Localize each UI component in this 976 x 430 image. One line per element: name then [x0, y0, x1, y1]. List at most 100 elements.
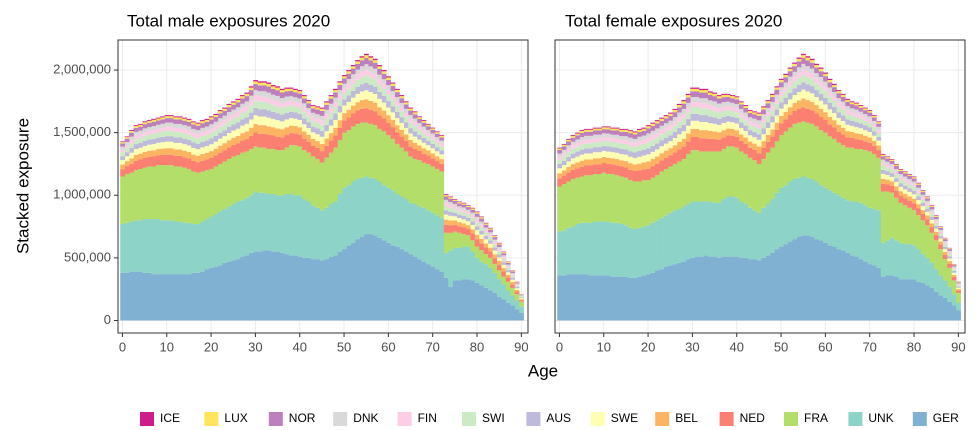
bar-segment	[823, 120, 828, 133]
bar-segment	[601, 137, 607, 141]
bar-segment	[845, 252, 851, 321]
bar-segment	[730, 116, 735, 123]
bar-segment	[443, 232, 449, 253]
bar-segment	[501, 252, 507, 254]
bar-segment	[297, 93, 303, 99]
bar-segment	[239, 96, 245, 99]
bar-segment	[332, 107, 338, 114]
bar-segment	[465, 212, 471, 215]
bar-segment	[801, 63, 806, 70]
bar-segment	[208, 132, 214, 139]
bar-segment	[386, 94, 391, 102]
bar-segment	[364, 99, 369, 109]
bar-segment	[381, 185, 387, 241]
bar-segment	[417, 129, 422, 135]
bar-segment	[699, 98, 704, 104]
bar-segment	[778, 123, 784, 136]
bar-segment	[792, 66, 797, 72]
bar-segment	[871, 153, 877, 210]
bar-segment	[434, 269, 440, 321]
bar-segment	[925, 198, 930, 201]
bar-segment	[916, 183, 922, 185]
bar-segment	[956, 302, 961, 311]
bar-segment	[505, 267, 511, 271]
bar-segment	[204, 170, 210, 220]
bar-segment	[421, 126, 427, 130]
bar-segment	[756, 260, 762, 321]
bar-segment	[279, 137, 285, 151]
bar-segment	[293, 88, 298, 90]
bar-segment	[372, 86, 378, 94]
bar-segment	[876, 132, 882, 137]
bar-segment	[137, 168, 143, 221]
bar-segment	[341, 88, 347, 93]
bar-segment	[355, 239, 360, 321]
bar-segment	[632, 134, 638, 139]
bar-segment	[668, 166, 673, 213]
bar-segment	[916, 204, 922, 209]
bar-segment	[297, 113, 303, 120]
bar-segment	[483, 227, 489, 231]
bar-segment	[372, 125, 378, 179]
bar-segment	[395, 194, 400, 247]
bar-segment	[876, 123, 882, 127]
bar-segment	[561, 156, 567, 161]
bar-segment	[933, 291, 939, 321]
bar-segment	[231, 102, 236, 105]
bar-segment	[756, 153, 762, 164]
bar-segment	[628, 277, 633, 321]
bar-segment	[474, 239, 480, 247]
bar-segment	[574, 224, 580, 275]
bar-segment	[738, 140, 744, 152]
bar-segment	[796, 100, 802, 109]
bar-segment	[137, 134, 143, 138]
bar-segment	[421, 162, 427, 208]
bar-segment	[880, 156, 886, 160]
bar-segment	[328, 103, 334, 109]
bar-segment	[849, 112, 855, 116]
bar-segment	[685, 95, 691, 98]
bar-segment	[721, 94, 726, 98]
bar-segment	[814, 67, 820, 74]
bar-segment	[377, 181, 383, 238]
bar-segment	[730, 122, 735, 129]
bar-segment	[173, 166, 179, 222]
bar-segment	[381, 84, 387, 90]
bar-segment	[641, 155, 647, 163]
bar-segment	[570, 148, 576, 154]
bar-segment	[293, 118, 298, 127]
bar-segment	[505, 266, 511, 268]
bar-segment	[173, 155, 179, 167]
bar-segment	[699, 138, 704, 152]
bar-segment	[129, 131, 134, 133]
bar-segment	[173, 274, 179, 321]
bar-segment	[592, 152, 598, 159]
bar-segment	[186, 151, 192, 159]
bar-segment	[244, 110, 250, 118]
bar-segment	[337, 112, 343, 121]
bar-segment	[832, 192, 837, 247]
bar-segment	[570, 158, 576, 165]
bar-segment	[359, 84, 365, 92]
bar-segment	[248, 105, 254, 113]
bar-segment	[641, 149, 647, 156]
bar-segment	[774, 89, 780, 95]
bar-segment	[426, 155, 431, 164]
bar-segment	[752, 126, 758, 132]
bar-segment	[155, 165, 161, 220]
bar-segment	[355, 79, 360, 87]
bar-segment	[332, 120, 338, 128]
bar-segment	[315, 147, 321, 159]
bar-segment	[412, 256, 418, 321]
bar-segment	[867, 119, 873, 123]
bar-segment	[570, 141, 576, 146]
bar-segment	[426, 123, 431, 125]
bar-segment	[557, 173, 562, 179]
bar-segment	[266, 134, 272, 149]
bar-segment	[880, 173, 886, 179]
bar-segment	[659, 134, 664, 141]
bar-segment	[663, 137, 669, 144]
bar-segment	[628, 131, 633, 134]
bar-segment	[213, 266, 219, 321]
bar-segment	[492, 235, 498, 238]
